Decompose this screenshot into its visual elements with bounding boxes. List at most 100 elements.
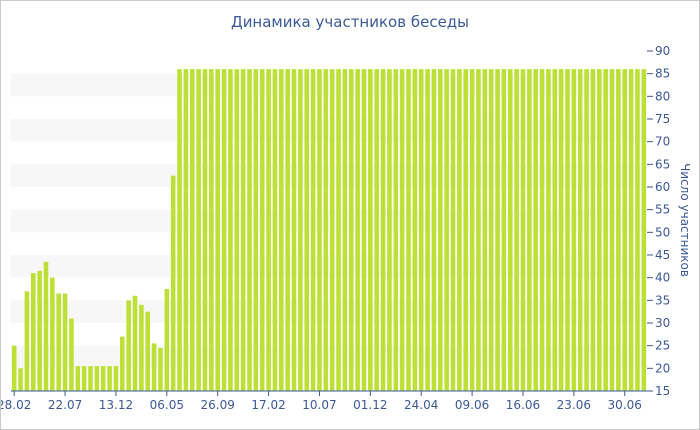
bar [100,366,106,391]
y-tick-label: 30 [655,316,670,330]
bar [539,69,545,391]
y-tick-label: 40 [655,271,670,285]
y-axis-ticks: 15 20 25 30 35 40 45 50 55 60 65 70 75 80 85 90 [647,44,670,398]
bar [164,289,170,391]
x-axis-ticks: 28.02 22.07 13.12 06.05 26.09 17.02 10.07 01.12… [1,391,642,412]
bar [552,69,558,391]
y-axis-label: Число участников [678,163,692,277]
x-tick-label: 13.12 [99,398,133,412]
bar [158,347,163,391]
y-tick-label: 20 [655,361,670,375]
bar [368,69,373,391]
bar [571,69,577,391]
x-tick-label: 17.02 [251,398,285,412]
bar [145,311,151,391]
bar [18,368,23,391]
y-tick-label: 85 [655,67,670,81]
bar [291,69,297,391]
x-tick-label: 16.06 [506,398,540,412]
bar [317,69,322,391]
bar [603,69,608,391]
y-tick-label: 80 [655,89,670,103]
bar [43,261,49,391]
bar [69,318,74,391]
y-tick-label: 90 [655,44,670,58]
bar [62,293,68,391]
bar [565,69,570,391]
x-tick-label: 01.12 [353,398,387,412]
bar [120,336,125,391]
y-tick-label: 25 [655,339,670,353]
chart-title: Динамика участников беседы [230,13,470,31]
bar [590,69,596,391]
bar [247,69,252,391]
bar [616,69,621,391]
bar [597,69,602,391]
y-tick-label: 50 [655,225,670,239]
bar [418,69,424,391]
bar [457,69,462,391]
bar [336,69,341,391]
x-tick-label: 10.07 [302,398,336,412]
y-tick-label: 55 [655,203,670,217]
bar [374,69,379,391]
bar [81,366,87,391]
bar [221,69,227,391]
y-tick-label: 35 [655,293,670,307]
bar [234,69,240,391]
bar [622,69,628,391]
x-tick-label: 09.06 [455,398,489,412]
bar [240,69,246,391]
bar [107,366,112,391]
bar [139,304,144,391]
bar [482,69,488,391]
bar [380,69,386,391]
bar [30,273,36,391]
x-tick-label: 23.06 [557,398,591,412]
bar [501,69,507,391]
grid-band [11,209,647,233]
x-tick-label: 06.05 [150,398,184,412]
bar [425,69,430,391]
x-tick-label: 24.04 [404,398,438,412]
bar [298,69,303,391]
bar [577,69,583,391]
bar [170,175,176,391]
bar [132,295,138,391]
bar [348,69,354,391]
x-tick-label: 22.07 [48,398,82,412]
bar [514,69,519,391]
bar [253,69,259,391]
bar [11,345,17,391]
bar [285,69,290,391]
bar [431,69,437,391]
bar [609,69,615,391]
grid-bands [11,73,647,369]
bar [151,343,157,391]
y-tick-label: 60 [655,180,670,194]
bar [533,69,538,391]
bar [37,270,42,391]
bar [520,69,526,391]
bar [628,69,634,391]
bar [323,69,329,391]
bar [56,293,61,391]
bar [279,69,284,391]
bar [450,69,456,391]
bar [215,69,220,391]
bar [438,69,443,391]
bar [177,69,182,391]
bar [361,69,367,391]
bar [50,277,55,391]
y-tick-label: 15 [655,384,670,398]
bar [412,69,418,391]
bar-series [11,69,647,391]
bar [463,69,469,391]
bar [196,69,201,391]
grid-band [11,164,647,187]
bar [75,366,81,391]
bar [635,69,640,391]
bar [387,69,392,391]
bar [444,69,449,391]
bar [558,69,564,391]
